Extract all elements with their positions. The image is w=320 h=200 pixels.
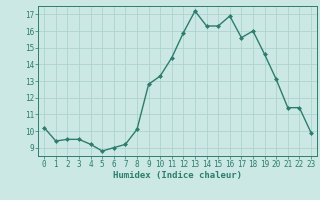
X-axis label: Humidex (Indice chaleur): Humidex (Indice chaleur)	[113, 171, 242, 180]
